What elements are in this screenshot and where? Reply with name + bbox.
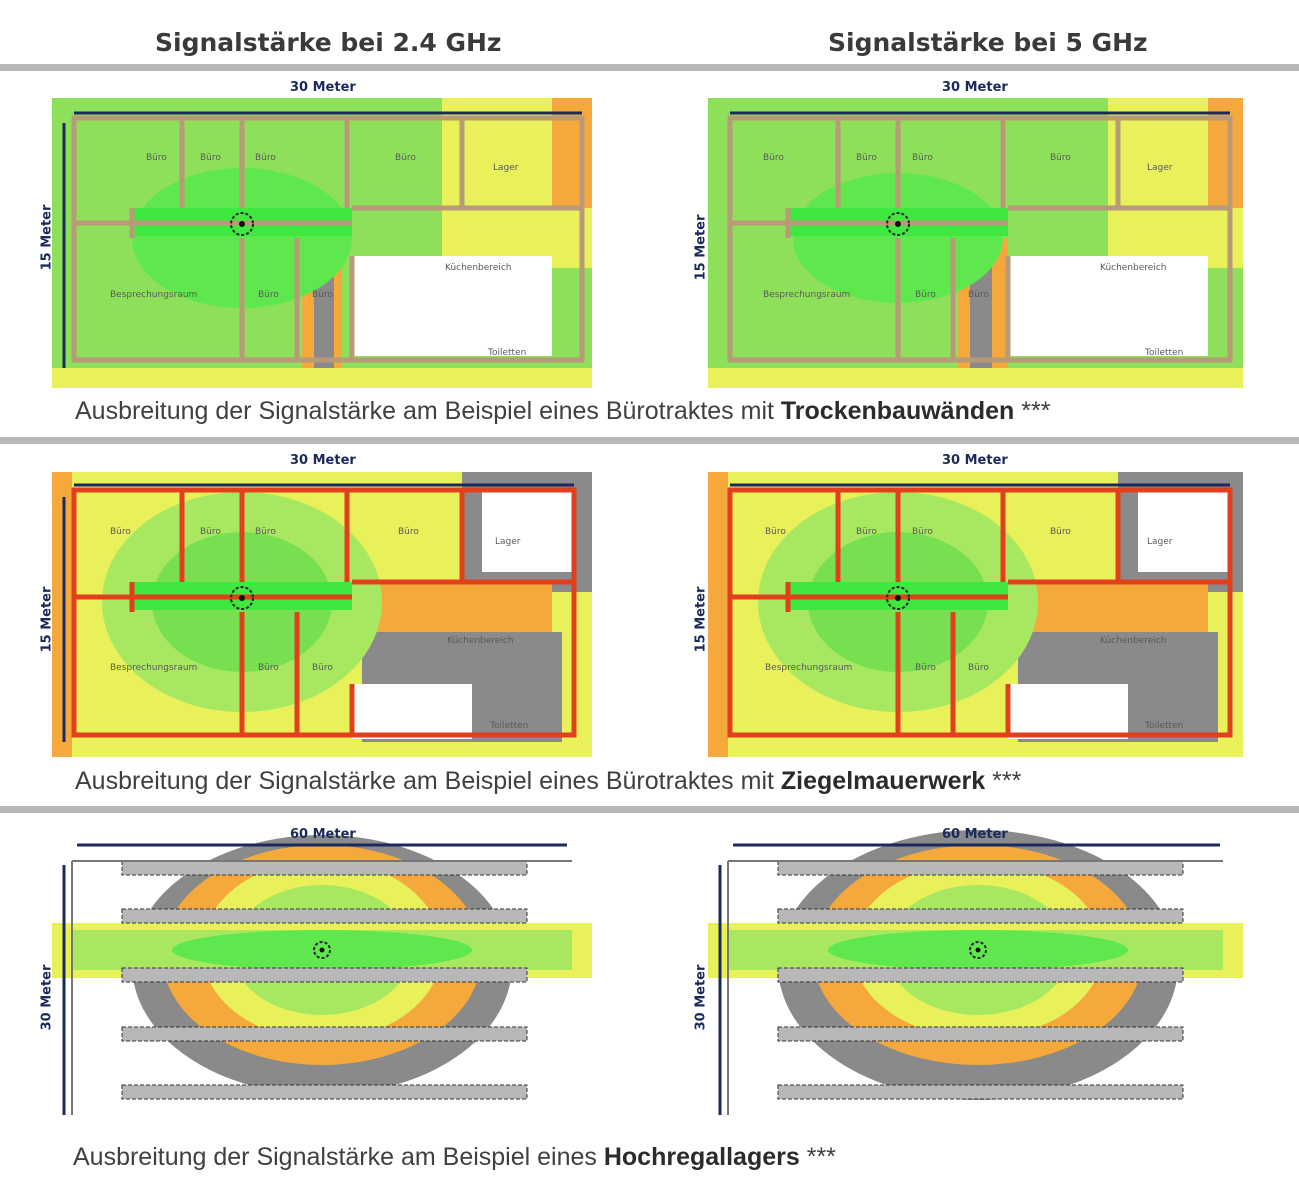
caption-warehouse: Ausbreitung der Signalstärke am Beispiel… (73, 1143, 836, 1171)
room-label: Küchenbereich (447, 636, 514, 646)
room-label: Küchenbereich (445, 263, 512, 273)
room-label: Büro (912, 153, 933, 163)
room-label: Büro (110, 527, 131, 537)
room-label: Toiletten (490, 721, 529, 731)
heatmap-office-brick-2-4ghz (52, 452, 592, 757)
separator (0, 437, 1299, 444)
room-label: Büro (258, 663, 279, 673)
width-label: 30 Meter (942, 80, 1008, 95)
room-label: Besprechungsraum (110, 290, 198, 300)
separator (0, 64, 1299, 71)
caption-drywall: Ausbreitung der Signalstärke am Beispiel… (75, 397, 1051, 425)
height-label: 15 Meter (693, 214, 709, 281)
height-label: 15 Meter (693, 586, 709, 653)
separator (0, 806, 1299, 813)
room-label: Büro (763, 153, 784, 163)
heatmap-office-drywall-5ghz (708, 78, 1243, 388)
height-label: 30 Meter (39, 964, 55, 1031)
room-label: Lager (493, 163, 519, 173)
room-label: Büro (1050, 153, 1071, 163)
room-label: Büro (765, 527, 786, 537)
width-label: 30 Meter (290, 453, 356, 468)
room-label: Küchenbereich (1100, 636, 1167, 646)
room-label: Lager (495, 537, 521, 547)
room-label: Büro (146, 153, 167, 163)
room-label: Büro (968, 290, 989, 300)
room-label: Büro (856, 153, 877, 163)
heatmap-warehouse-2-4ghz (52, 825, 592, 1130)
room-label: Büro (258, 290, 279, 300)
room-label: Büro (968, 663, 989, 673)
room-label: Büro (1050, 527, 1071, 537)
room-label: Toiletten (488, 348, 527, 358)
width-label: 60 Meter (942, 827, 1008, 842)
room-label: Lager (1147, 163, 1173, 173)
height-label: 15 Meter (39, 586, 55, 653)
room-label: Büro (255, 527, 276, 537)
room-label: Büro (915, 290, 936, 300)
room-label: Büro (856, 527, 877, 537)
room-label: Büro (255, 153, 276, 163)
room-label: Toiletten (1145, 721, 1184, 731)
room-label: Büro (200, 153, 221, 163)
header-2-4-ghz: Signalstärke bei 2.4 GHz (155, 28, 502, 57)
heatmap-office-brick-5ghz (708, 452, 1243, 757)
room-label: Besprechungsraum (110, 663, 198, 673)
room-label: Büro (398, 527, 419, 537)
room-label: Toiletten (1145, 348, 1184, 358)
room-label: Lager (1147, 537, 1173, 547)
width-label: 30 Meter (942, 453, 1008, 468)
header-5-ghz: Signalstärke bei 5 GHz (828, 28, 1148, 57)
room-label: Besprechungsraum (763, 290, 851, 300)
width-label: 30 Meter (290, 80, 356, 95)
room-label: Büro (915, 663, 936, 673)
room-label: Küchenbereich (1100, 263, 1167, 273)
heatmap-warehouse-5ghz (708, 825, 1243, 1130)
room-label: Besprechungsraum (765, 663, 853, 673)
caption-brick: Ausbreitung der Signalstärke am Beispiel… (75, 767, 1022, 795)
width-label: 60 Meter (290, 827, 356, 842)
height-label: 15 Meter (39, 204, 55, 271)
room-label: Büro (200, 527, 221, 537)
height-label: 30 Meter (693, 964, 709, 1031)
heatmap-office-drywall-2-4ghz (52, 78, 592, 388)
room-label: Büro (912, 527, 933, 537)
room-label: Büro (395, 153, 416, 163)
room-label: Büro (312, 290, 333, 300)
room-label: Büro (312, 663, 333, 673)
